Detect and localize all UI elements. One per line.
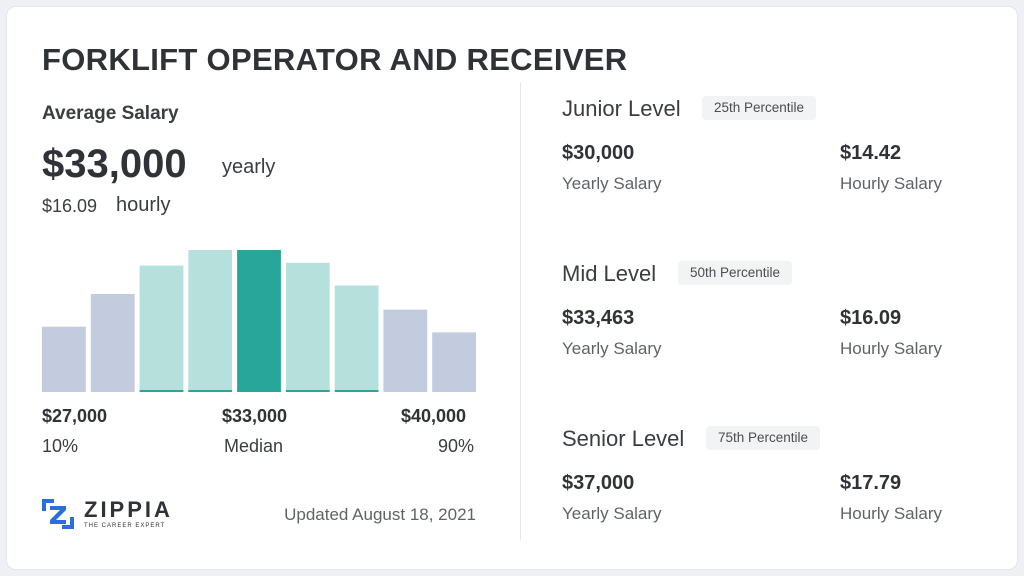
- page-title: FORKLIFT OPERATOR AND RECEIVER: [42, 42, 628, 77]
- zippia-logo-icon: [42, 499, 74, 529]
- percentile-badge: 75th Percentile: [706, 426, 821, 450]
- yearly-salary-value: $30,000: [562, 142, 635, 164]
- histogram-bar-baseline-4: [188, 390, 233, 392]
- histogram-bar-2: [90, 294, 135, 392]
- salary-distribution-chart: [42, 240, 476, 392]
- histogram-bar-5: [237, 250, 281, 392]
- salary-distribution-bars: [42, 250, 476, 392]
- level-mid: Mid Level 50th Percentile $33,463 Yearly…: [562, 261, 962, 391]
- tick-value-median: $33,000: [222, 406, 288, 426]
- yearly-salary-label: Yearly Salary: [562, 174, 662, 193]
- histogram-bar-baseline-7: [334, 390, 379, 392]
- tick-value-low: $27,000: [42, 406, 108, 426]
- yearly-salary-value: $33,463: [562, 307, 635, 329]
- updated-date: Updated August 18, 2021: [284, 505, 476, 524]
- histogram-bar-6: [285, 262, 330, 392]
- hourly-salary-value: $14.42: [840, 142, 902, 164]
- level-name: Senior Level: [562, 426, 685, 451]
- percentile-badge: 50th Percentile: [678, 261, 793, 285]
- zippia-logo[interactable]: ZIPPIA THE CAREER EXPERT: [42, 499, 173, 529]
- brand-tagline: THE CAREER EXPERT: [84, 523, 166, 529]
- histogram-bar-baseline-3: [139, 390, 184, 392]
- histogram-bar-9: [432, 332, 476, 392]
- average-hourly-unit: hourly: [116, 194, 171, 216]
- histogram-bar-1: [42, 326, 86, 392]
- hourly-salary-label: Hourly Salary: [840, 339, 943, 358]
- hourly-salary-label: Hourly Salary: [840, 174, 943, 193]
- percentile-badge: 25th Percentile: [702, 96, 817, 120]
- tick-pct-median: Median: [224, 436, 284, 456]
- level-senior: Senior Level 75th Percentile $37,000 Yea…: [562, 426, 962, 556]
- histogram-bar-baseline-6: [285, 390, 330, 392]
- average-yearly-value: $33,000: [42, 142, 187, 186]
- hourly-salary-value: $16.09: [840, 307, 902, 329]
- histogram-bar-4: [188, 250, 233, 392]
- yearly-salary-value: $37,000: [562, 472, 635, 494]
- column-divider: [520, 82, 521, 540]
- hourly-salary-label: Hourly Salary: [840, 504, 943, 523]
- level-name: Junior Level: [562, 96, 681, 121]
- tick-pct-low: 10%: [42, 436, 79, 456]
- tick-pct-high: 90%: [438, 436, 475, 456]
- histogram-bar-8: [383, 309, 428, 392]
- tick-value-high: $40,000: [401, 406, 467, 426]
- average-yearly-unit: yearly: [222, 156, 276, 178]
- level-junior: Junior Level 25th Percentile $30,000 Yea…: [562, 96, 962, 226]
- brand-name: ZIPPIA: [84, 497, 173, 522]
- yearly-salary-label: Yearly Salary: [562, 504, 662, 523]
- histogram-bar-7: [334, 285, 379, 392]
- yearly-salary-label: Yearly Salary: [562, 339, 662, 358]
- hourly-salary-value: $17.79: [840, 472, 902, 494]
- average-salary-label: Average Salary: [42, 103, 179, 124]
- histogram-bar-3: [139, 265, 184, 392]
- level-name: Mid Level: [562, 261, 657, 286]
- average-hourly-value: $16.09: [42, 196, 98, 216]
